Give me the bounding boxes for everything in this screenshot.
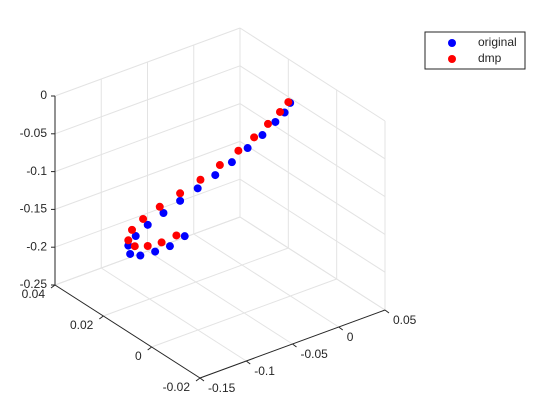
y-axis <box>54 284 201 379</box>
point <box>159 209 168 218</box>
y-tick-label: 0 <box>135 349 142 363</box>
y-tick-label: -0.02 <box>163 380 191 394</box>
x-tick <box>292 343 297 348</box>
legend-label: original <box>478 35 517 49</box>
z-tick-label: -0.1 <box>26 164 47 178</box>
point <box>284 98 293 107</box>
legend-box <box>424 31 526 70</box>
z-tick-label: -0.25 <box>20 277 48 291</box>
point <box>227 158 236 167</box>
point <box>151 247 160 256</box>
legend: original dmp <box>424 31 526 70</box>
point <box>196 175 205 184</box>
point <box>211 171 220 180</box>
grid-line <box>100 267 247 362</box>
x-tick-label: -0.05 <box>301 347 329 361</box>
grid-line <box>239 178 386 273</box>
point <box>215 161 224 170</box>
grid-line <box>54 27 241 97</box>
x-tick <box>384 309 390 314</box>
grid-line <box>54 103 241 173</box>
point <box>131 232 140 241</box>
point <box>143 242 152 251</box>
point <box>176 196 185 205</box>
point <box>143 220 152 229</box>
grid-line <box>239 65 386 160</box>
legend-marker <box>448 39 456 47</box>
x-tick <box>245 360 251 365</box>
x-tick-label: 0 <box>347 330 354 344</box>
point <box>271 117 280 126</box>
grid-line <box>239 103 386 198</box>
grid-line <box>54 216 241 286</box>
grid-line <box>151 278 337 348</box>
point <box>139 214 148 223</box>
point <box>128 225 137 234</box>
z-tick-label: -0.2 <box>26 239 47 253</box>
x-tick-label: -0.15 <box>208 381 236 395</box>
point <box>258 131 267 140</box>
point <box>263 119 272 128</box>
legend-marker <box>448 55 456 63</box>
point <box>172 231 181 240</box>
point <box>234 146 243 155</box>
point <box>136 251 145 260</box>
point <box>124 236 133 245</box>
y-tick-label: 0.02 <box>70 318 94 332</box>
x-tick <box>338 326 344 331</box>
point <box>243 144 252 153</box>
grid-line <box>54 65 241 135</box>
x-tick-label: 0.05 <box>393 313 417 327</box>
grid-line <box>239 140 386 235</box>
y-tick <box>147 346 152 351</box>
z-tick-label: -0.05 <box>20 126 48 140</box>
z-tick-label: 0 <box>40 88 47 102</box>
y-tick <box>99 315 104 320</box>
point <box>176 189 185 198</box>
point <box>250 133 259 142</box>
point <box>193 184 202 193</box>
point <box>276 107 285 116</box>
grid-line <box>54 178 241 248</box>
y-tick <box>195 377 201 382</box>
x-tick <box>199 377 205 382</box>
point <box>180 232 189 241</box>
point <box>126 249 135 258</box>
grid-line <box>193 233 340 328</box>
point <box>165 242 174 251</box>
z-tick-label: -0.15 <box>20 202 48 216</box>
grid-line <box>54 140 241 210</box>
y-tick-label: 0.04 <box>22 287 46 301</box>
grid-line <box>103 247 289 317</box>
grid-line <box>239 27 386 122</box>
point <box>157 238 166 247</box>
grid-line <box>147 250 293 345</box>
grid-line <box>239 216 386 311</box>
point <box>130 242 139 251</box>
x-tick-label: -0.1 <box>254 364 275 378</box>
point <box>155 202 164 211</box>
legend-label: dmp <box>478 51 502 65</box>
